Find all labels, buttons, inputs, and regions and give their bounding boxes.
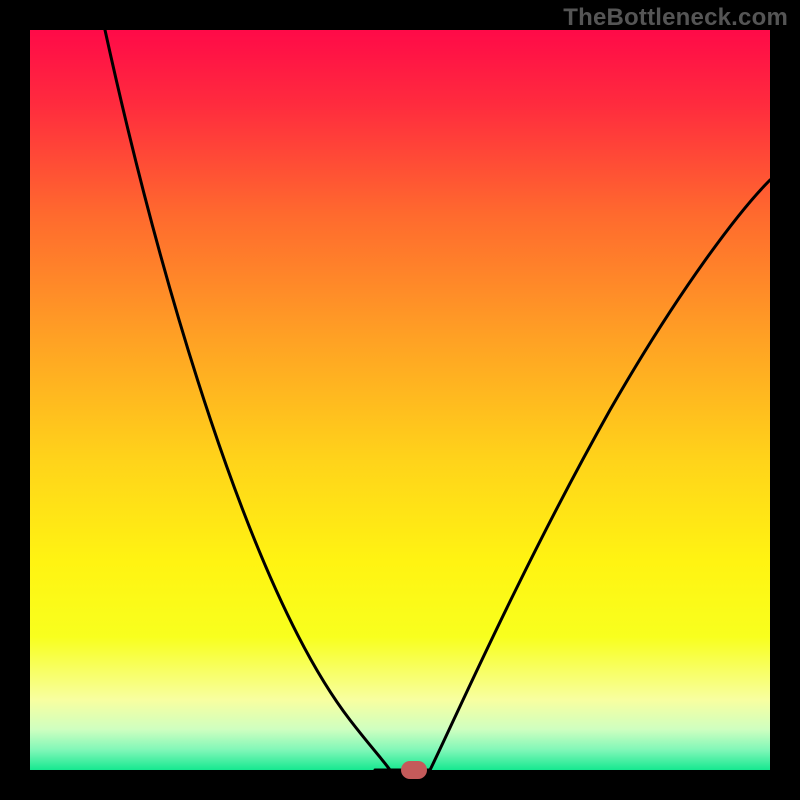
bottleneck-curve bbox=[30, 30, 770, 770]
plot-area bbox=[30, 30, 770, 770]
curve-left-branch bbox=[105, 30, 390, 770]
chart-canvas: TheBottleneck.com bbox=[0, 0, 800, 800]
curve-right-branch bbox=[430, 180, 770, 770]
optimum-marker bbox=[401, 761, 427, 779]
watermark-text: TheBottleneck.com bbox=[563, 4, 788, 32]
